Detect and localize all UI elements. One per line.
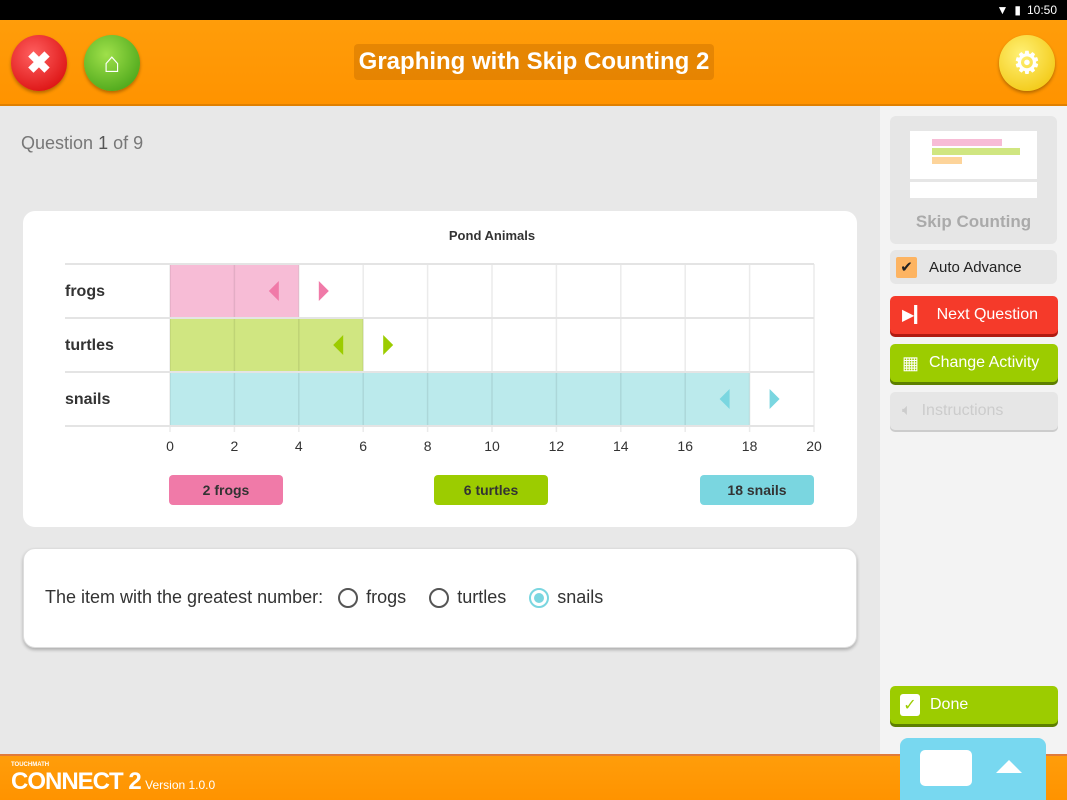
increase-arrow[interactable] xyxy=(769,389,780,409)
home-icon: ⌂ xyxy=(103,47,121,78)
next-question-button[interactable]: ▶▎ Next Question xyxy=(890,296,1058,334)
keyboard-toggle[interactable] xyxy=(900,738,1046,800)
close-icon: ✖ xyxy=(26,46,52,80)
status-bar: ▼ ▮ 10:50 xyxy=(0,0,1067,20)
answer-card: The item with the greatest number: frogs… xyxy=(23,548,857,648)
x-tick-label: 4 xyxy=(295,438,303,454)
check-icon: ✓ xyxy=(900,694,920,716)
radio-snails[interactable]: snails xyxy=(519,587,603,609)
close-button[interactable]: ✖ xyxy=(11,35,67,91)
bar-chart: Pond Animals frogs turtles snails 0 2 4 6 8 10 12 1… xyxy=(65,228,822,454)
home-button[interactable]: ⌂ xyxy=(84,35,140,91)
x-tick-label: 18 xyxy=(742,438,758,454)
speaker-icon: 🔈︎ xyxy=(902,402,912,419)
clock: 10:50 xyxy=(1026,3,1057,17)
radio-circle-selected[interactable] xyxy=(529,588,550,609)
radio-frogs[interactable]: frogs xyxy=(328,587,406,609)
gear-icon: ⚙ xyxy=(1013,46,1041,80)
answer-label-frogs: 2 frogs xyxy=(169,475,283,505)
checkbox-checked-icon[interactable]: ✔ xyxy=(896,256,917,278)
activity-title: Skip Counting xyxy=(915,212,1032,231)
x-tick-label: 8 xyxy=(424,438,432,454)
change-activity-button[interactable]: ▦ Change Activity xyxy=(890,344,1058,382)
auto-advance-toggle[interactable]: ✔ Auto Advance xyxy=(890,250,1057,284)
wifi-icon: ▼ xyxy=(996,3,1009,17)
x-tick-label: 20 xyxy=(806,438,822,454)
question-counter: Question 1 of 9 xyxy=(21,133,144,153)
answer-row: The item with the greatest number: frogs… xyxy=(45,587,603,609)
bar-turtles xyxy=(170,318,364,372)
prompt-text: The item with the greatest number: xyxy=(45,587,324,607)
category-label: turtles xyxy=(65,337,114,354)
increase-arrow[interactable] xyxy=(318,281,329,301)
page-title: Graphing with Skip Counting 2 xyxy=(354,44,714,80)
x-tick-label: 12 xyxy=(549,438,565,454)
x-tick-label: 10 xyxy=(484,438,500,454)
top-bar: ✖ ⌂ Graphing with Skip Counting 2 ⚙ xyxy=(0,20,1067,106)
x-tick-label: 14 xyxy=(613,438,629,454)
chart-card: Pond Animals frogs turtles snails 0 2 4 6 8 10 12 1… xyxy=(23,211,857,527)
radio-circle[interactable] xyxy=(338,588,359,609)
settings-button[interactable]: ⚙ xyxy=(999,35,1055,91)
version-text: Version 1.0.0 xyxy=(145,778,216,792)
keyboard-icon[interactable] xyxy=(920,750,972,786)
decrease-arrow[interactable] xyxy=(333,335,344,355)
sidebar: Skip Counting ✔ Auto Advance ▶▎ Next Ques… xyxy=(880,106,1067,754)
answer-label-turtles: 6 turtles xyxy=(434,475,548,505)
category-label: frogs xyxy=(65,283,105,300)
x-tick-label: 2 xyxy=(231,438,239,454)
activity-card[interactable]: Skip Counting xyxy=(890,116,1057,244)
radio-turtles[interactable]: turtles xyxy=(419,587,506,609)
increase-arrow[interactable] xyxy=(383,335,394,355)
x-tick-label: 6 xyxy=(359,438,367,454)
grid-icon: ▦ xyxy=(902,352,920,373)
answer-label-snails: 18 snails xyxy=(700,475,814,505)
radio-circle[interactable] xyxy=(429,588,450,609)
instructions-button[interactable]: 🔈︎ Instructions xyxy=(890,392,1058,430)
x-tick-label: 0 xyxy=(166,438,174,454)
chart-title: Pond Animals xyxy=(449,228,535,243)
activity-thumbnail xyxy=(910,131,1037,179)
arrow-up-icon[interactable] xyxy=(996,760,1022,773)
decrease-arrow[interactable] xyxy=(719,389,730,409)
battery-icon: ▮ xyxy=(1014,3,1021,17)
brand-logo: TOUCHMATH CONNECT 2 Version 1.0.0 xyxy=(11,762,216,795)
footer: TOUCHMATH CONNECT 2 Version 1.0.0 xyxy=(0,754,1067,800)
x-tick-label: 16 xyxy=(677,438,693,454)
skip-next-icon: ▶▎ xyxy=(902,307,927,324)
done-button[interactable]: ✓ Done xyxy=(890,686,1058,724)
decrease-arrow[interactable] xyxy=(268,281,279,301)
bar-snails xyxy=(170,372,750,426)
category-label: snails xyxy=(65,391,110,408)
